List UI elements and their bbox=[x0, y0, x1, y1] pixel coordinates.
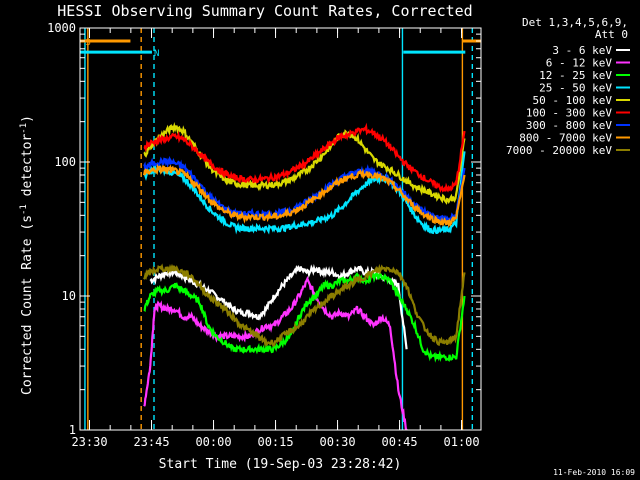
timestamp: 11-Feb-2010 16:09 bbox=[553, 468, 635, 477]
series-line bbox=[143, 271, 466, 363]
x-tick-label: 00:00 bbox=[195, 435, 231, 449]
legend-label: 6 - 12 keV bbox=[546, 57, 613, 70]
y-tick-label: 100 bbox=[54, 155, 76, 169]
x-tick-label: 23:30 bbox=[71, 435, 107, 449]
y-axis-label: Corrected Count Rate (s-1 detector-1) bbox=[19, 115, 35, 395]
series-line bbox=[143, 275, 408, 431]
legend-header-1: Det 1,3,4,5,6,9, bbox=[522, 16, 628, 29]
series-line bbox=[143, 263, 466, 348]
axes: 1 10 100 1000 23:30 23:45 00:00 00:15 00:30 00:45… bbox=[47, 21, 482, 449]
legend-label: 300 - 800 keV bbox=[526, 119, 612, 132]
x-tick-label: 00:15 bbox=[257, 435, 293, 449]
series-line bbox=[143, 151, 466, 235]
y-tick-label: 10 bbox=[62, 289, 76, 303]
series-group bbox=[143, 122, 466, 431]
x-axis-label: Start Time (19-Sep-03 23:28:42) bbox=[159, 457, 402, 472]
legend-label: 100 - 300 keV bbox=[526, 107, 612, 120]
y-tick-label: 1000 bbox=[47, 21, 76, 35]
x-tick-label: 01:00 bbox=[444, 435, 480, 449]
flag-label: S bbox=[85, 38, 90, 48]
series-line bbox=[149, 263, 408, 350]
series-line bbox=[143, 122, 466, 193]
observing-bands: SN bbox=[80, 28, 481, 430]
series-line bbox=[143, 163, 466, 229]
x-tick-label: 23:45 bbox=[133, 435, 169, 449]
legend-label: 25 - 50 keV bbox=[539, 82, 612, 95]
x-tick-label: 00:30 bbox=[319, 435, 355, 449]
legend-label: 7000 - 20000 keV bbox=[506, 144, 612, 157]
x-tick-label: 00:45 bbox=[381, 435, 417, 449]
chart-title: HESSI Observing Summary Count Rates, Cor… bbox=[57, 2, 472, 20]
legend-label: 3 - 6 keV bbox=[552, 44, 612, 57]
plot-frame bbox=[79, 27, 482, 431]
legend-label: 12 - 25 keV bbox=[539, 69, 612, 82]
legend-label: 800 - 7000 keV bbox=[519, 132, 612, 145]
legend-header-2: Att 0 bbox=[595, 28, 628, 41]
y-tick-label: 1 bbox=[69, 423, 76, 437]
legend-label: 50 - 100 keV bbox=[533, 94, 613, 107]
flag-label: N bbox=[154, 49, 159, 59]
